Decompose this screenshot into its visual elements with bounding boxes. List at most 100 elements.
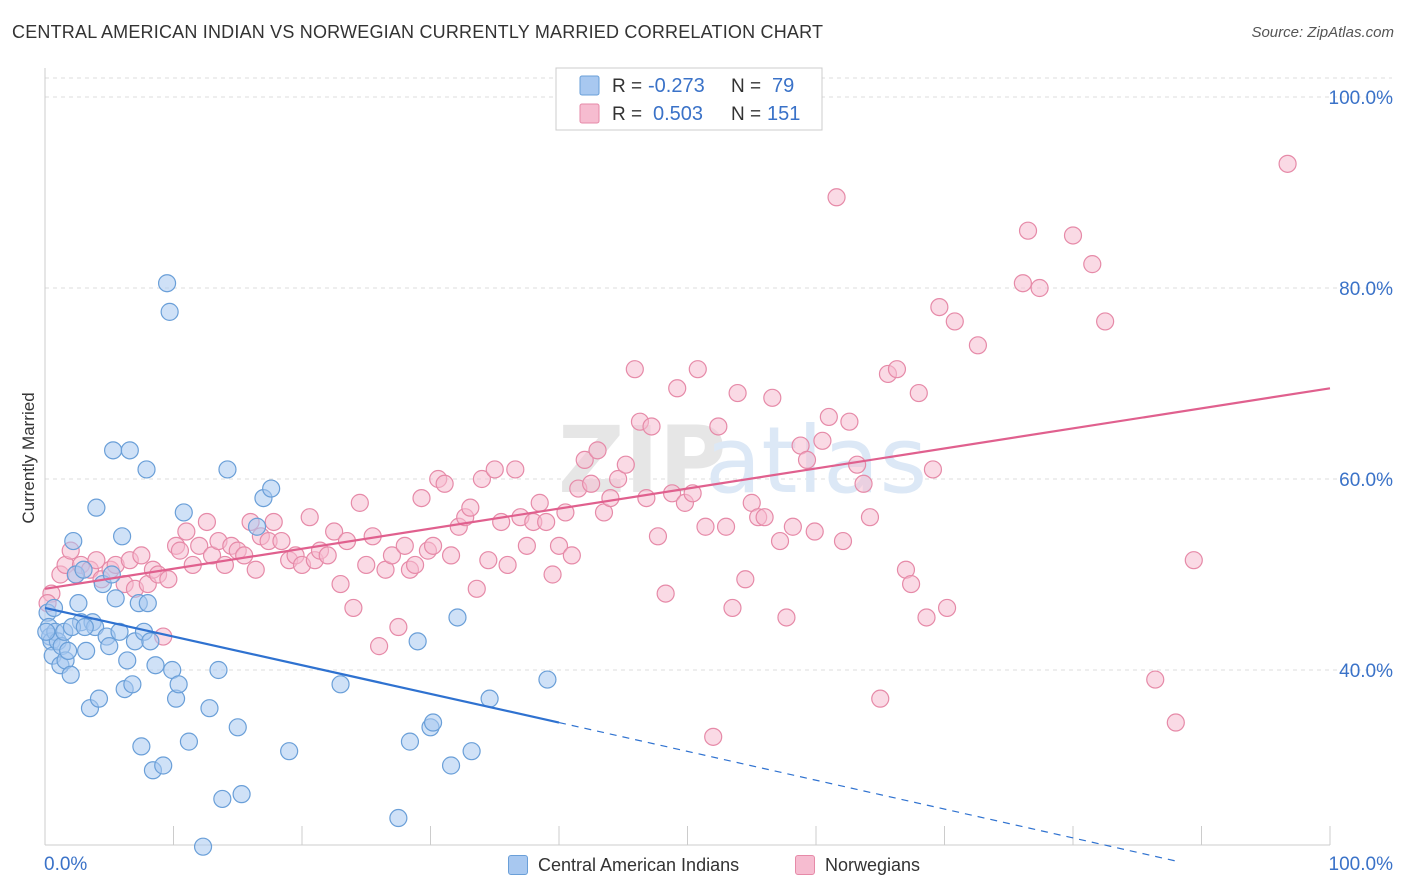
central-american-indians-point [87, 498, 106, 517]
central-american-indians-point [64, 531, 83, 551]
norwegians-point [854, 474, 873, 493]
norwegians-point [887, 360, 907, 379]
norwegians-point [1166, 713, 1185, 732]
pink-trend-line [44, 387, 1331, 590]
x-tick-label-min: 0.0% [44, 854, 87, 875]
norwegians-point [357, 555, 376, 575]
blue-trend-line [44, 606, 560, 724]
central-american-indians-point [137, 460, 156, 479]
legend-swatch-blue [508, 855, 528, 875]
central-american-indians-point [74, 560, 93, 579]
norwegians-point [1018, 221, 1038, 240]
central-american-indians-point [141, 632, 160, 651]
norwegians-point [1013, 274, 1032, 293]
norwegians-point [537, 512, 556, 532]
y-tick-label: 100.0% [1329, 88, 1394, 109]
norwegians-point [917, 608, 936, 627]
norwegians-point [325, 522, 344, 541]
central-american-indians-point [247, 517, 267, 536]
x-tick-labels: 0.0% 100.0% [44, 854, 1393, 875]
norwegians-point [723, 598, 742, 618]
central-american-indians-point [160, 302, 179, 321]
norwegians-point [530, 493, 549, 512]
norwegians-point [945, 312, 964, 331]
norwegians-point [1063, 226, 1083, 245]
blue-trend-extension [558, 721, 1176, 862]
norwegians-point [467, 579, 486, 598]
norwegians-point [848, 455, 867, 474]
norwegians-point [1083, 255, 1102, 274]
norwegians-point [562, 546, 581, 565]
central-american-indians-point [120, 441, 139, 460]
central-american-indians-point [112, 527, 132, 546]
central-american-indians-point [110, 622, 129, 641]
central-american-indians-point [200, 699, 219, 718]
norwegians-point [755, 508, 774, 527]
central-american-indians-point [138, 594, 157, 613]
norwegians-point [582, 474, 601, 493]
central-american-indians-point [193, 837, 213, 856]
norwegians-point [318, 546, 337, 565]
central-american-indians-point [538, 670, 557, 689]
norwegians-point [668, 379, 687, 398]
norwegians-point [704, 727, 723, 746]
central-american-indians-point [102, 565, 121, 584]
trend-lines [44, 387, 1331, 862]
norwegians-point [819, 407, 838, 427]
norwegians-point [688, 360, 707, 379]
stats-n-label-2: N = [731, 104, 761, 125]
norwegians-point [728, 383, 747, 403]
central-american-indians-point [61, 665, 80, 684]
norwegians-point [656, 584, 675, 603]
norwegians-point [264, 512, 283, 532]
stats-n-value-1: 79 [772, 75, 794, 97]
central-american-indians-point [462, 742, 481, 761]
legend-swatch-pink [795, 855, 815, 875]
legend-item-central-american-indians[interactable]: Central American Indians [508, 851, 739, 879]
legend-item-norwegians[interactable]: Norwegians [795, 851, 920, 879]
central-american-indians-point [157, 274, 177, 293]
y-tick-labels: 40.0% 60.0% 80.0% 100.0% [1329, 88, 1394, 682]
norwegians-point [648, 527, 668, 546]
norwegians-point [1278, 154, 1297, 173]
norwegians-point [461, 498, 480, 517]
norwegians-point [435, 474, 454, 493]
norwegians-point [923, 460, 943, 479]
norwegians-point [827, 188, 846, 207]
norwegians-point [177, 522, 196, 541]
central-american-indians-point [59, 641, 78, 661]
norwegians-point [235, 546, 254, 565]
stats-r-label-2: R = [612, 104, 642, 125]
norwegians-point [840, 412, 859, 431]
norwegians-point [87, 551, 106, 570]
norwegians-point [1184, 551, 1203, 570]
norwegians-point [1146, 670, 1165, 689]
norwegians-point [637, 489, 656, 508]
norwegians-point [170, 541, 190, 560]
norwegians-point [517, 536, 536, 555]
central-american-indians-point [262, 479, 281, 498]
norwegians-point [833, 531, 853, 551]
central-american-indians-point [104, 441, 123, 460]
central-american-indians-point [106, 589, 125, 608]
norwegians-point [350, 493, 369, 512]
norwegians-point [909, 383, 928, 403]
central-american-indians-point [423, 713, 443, 732]
grid-lines [45, 77, 1392, 671]
chart-title: CENTRAL AMERICAN INDIAN VS NORWEGIAN CUR… [12, 22, 824, 42]
norwegians-point [1030, 278, 1049, 298]
norwegians-point [479, 551, 498, 570]
norwegians-point [1096, 312, 1115, 331]
central-american-indians-point [169, 675, 188, 694]
stats-legend: R = -0.273 N = 79 R = 0.503 N = 151 [555, 67, 823, 131]
norwegians-point [625, 360, 644, 379]
central-american-indians-point [154, 756, 173, 775]
y-axis-label: Currently Married [19, 392, 38, 523]
norwegians-point [197, 512, 217, 532]
central-american-indians-point [331, 675, 350, 694]
norwegians-point [968, 336, 988, 355]
central-american-indians-point [179, 732, 199, 751]
central-american-indians-point [209, 660, 228, 680]
norwegians-point [937, 598, 957, 618]
central-american-indians-points [37, 274, 557, 856]
